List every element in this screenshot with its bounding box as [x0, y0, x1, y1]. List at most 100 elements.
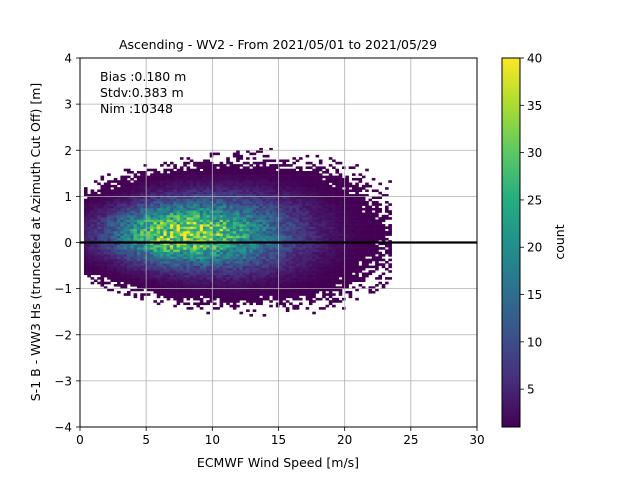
- heatmap-cell: [209, 249, 214, 253]
- heatmap-cell: [305, 251, 310, 255]
- heatmap-cell: [335, 237, 340, 241]
- heatmap-cell: [117, 221, 121, 225]
- heatmap-cell: [308, 277, 313, 280]
- heatmap-cell: [199, 277, 204, 280]
- heatmap-cell: [299, 171, 303, 174]
- heatmap-cell: [312, 251, 316, 255]
- heatmap-cell: [186, 258, 191, 262]
- heatmap-cell: [193, 161, 197, 165]
- heatmap-cell: [222, 205, 227, 209]
- heatmap-cell: [140, 272, 144, 276]
- heatmap-cell: [83, 189, 88, 193]
- heatmap-cell: [222, 168, 227, 172]
- heatmap-cell: [113, 277, 118, 280]
- heatmap-cell: [97, 212, 101, 216]
- heatmap-cell: [342, 189, 346, 193]
- heatmap-cell: [358, 270, 363, 273]
- heatmap-cell: [186, 307, 191, 310]
- heatmap-cell: [176, 194, 181, 197]
- heatmap-cell: [226, 284, 230, 287]
- heatmap-cell: [365, 205, 369, 209]
- heatmap-cell: [196, 187, 201, 190]
- heatmap-cell: [203, 164, 207, 167]
- heatmap-cell: [246, 247, 250, 250]
- heatmap-cell: [183, 175, 187, 179]
- heatmap-cell: [375, 189, 379, 193]
- heatmap-cell: [302, 173, 306, 176]
- heatmap-cell: [123, 237, 128, 241]
- heatmap-cell: [252, 288, 257, 292]
- heatmap-cell: [371, 219, 376, 223]
- heatmap-cell: [249, 293, 253, 296]
- heatmap-cell: [275, 251, 280, 255]
- heatmap-cell: [262, 161, 267, 165]
- heatmap-cell: [345, 219, 349, 223]
- heatmap-cell: [338, 281, 343, 285]
- heatmap-cell: [213, 254, 217, 257]
- heatmap-cell: [275, 233, 280, 236]
- heatmap-cell: [259, 191, 263, 195]
- heatmap-cell: [289, 272, 293, 276]
- heatmap-cell: [232, 207, 237, 211]
- heatmap-cell: [163, 267, 167, 271]
- heatmap-cell: [355, 247, 359, 250]
- heatmap-cell: [348, 290, 353, 294]
- heatmap-cell: [203, 279, 207, 283]
- heatmap-cell: [169, 254, 174, 257]
- heatmap-cell: [123, 267, 128, 271]
- heatmap-cell: [130, 171, 134, 174]
- heatmap-cell: [206, 281, 210, 285]
- heatmap-cell: [123, 263, 128, 266]
- heatmap-cell: [358, 228, 363, 232]
- heatmap-cell: [130, 270, 134, 273]
- heatmap-cell: [335, 260, 340, 264]
- heatmap-cell: [242, 191, 247, 195]
- heatmap-cell: [305, 244, 310, 248]
- heatmap-cell: [279, 295, 283, 299]
- heatmap-cell: [355, 230, 359, 234]
- heatmap-cell: [93, 272, 98, 276]
- heatmap-cell: [259, 224, 263, 227]
- heatmap-cell: [136, 180, 141, 183]
- heatmap-cell: [229, 277, 234, 280]
- heatmap-cell: [269, 219, 273, 223]
- heatmap-cell: [166, 249, 171, 253]
- heatmap-cell: [153, 194, 158, 197]
- heatmap-cell: [189, 254, 194, 257]
- heatmap-cell: [272, 267, 277, 271]
- heatmap-cell: [351, 249, 356, 253]
- heatmap-cell: [232, 295, 237, 299]
- heatmap-cell: [265, 200, 270, 204]
- heatmap-cell: [153, 184, 158, 188]
- heatmap-cell: [252, 187, 257, 190]
- heatmap-cell: [318, 263, 323, 266]
- heatmap-cell: [146, 277, 151, 280]
- heatmap-cell: [256, 217, 260, 220]
- heatmap-cell: [282, 258, 287, 262]
- x-tick-label: 5: [142, 433, 150, 447]
- heatmap-cell: [203, 284, 207, 287]
- heatmap-cell: [285, 247, 290, 250]
- heatmap-cell: [133, 258, 138, 262]
- heatmap-cell: [308, 249, 313, 253]
- heatmap-cell: [252, 228, 257, 232]
- heatmap-cell: [256, 288, 260, 292]
- heatmap-cell: [219, 272, 224, 276]
- heatmap-cell: [348, 272, 353, 276]
- heatmap-cell: [226, 217, 230, 220]
- heatmap-cell: [133, 244, 138, 248]
- heatmap-cell: [183, 214, 187, 218]
- heatmap-cell: [226, 230, 230, 234]
- heatmap-cell: [292, 297, 296, 301]
- heatmap-cell: [193, 207, 197, 211]
- heatmap-cell: [299, 194, 303, 197]
- heatmap-cell: [123, 200, 128, 204]
- heatmap-cell: [275, 166, 280, 169]
- heatmap-cell: [189, 290, 194, 294]
- heatmap-cell: [169, 212, 174, 216]
- heatmap-cell: [348, 189, 353, 193]
- heatmap-cell: [166, 288, 171, 292]
- heatmap-cell: [130, 254, 134, 257]
- heatmap-cell: [213, 272, 217, 276]
- heatmap-cell: [156, 219, 161, 223]
